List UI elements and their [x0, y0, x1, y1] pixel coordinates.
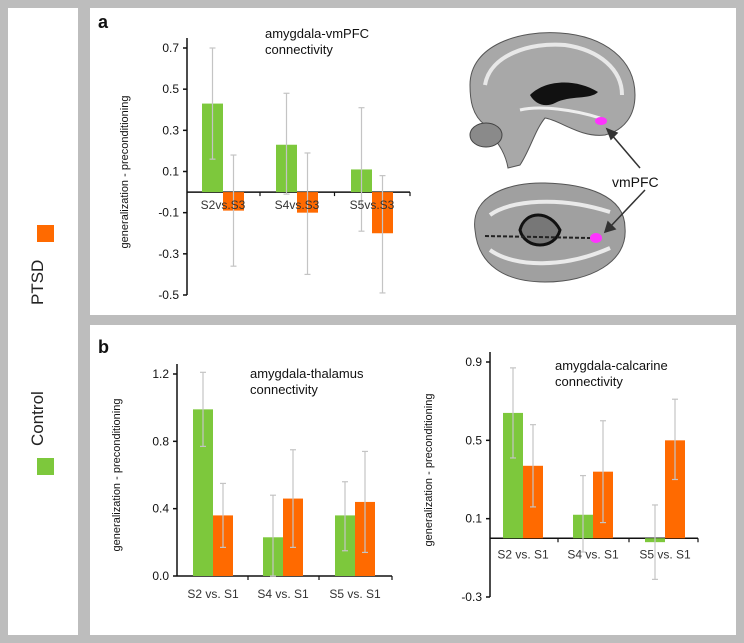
sagittal-brain-slice	[469, 32, 636, 169]
y-tick-label: 0.4	[152, 502, 169, 516]
y-tick-label: -0.5	[158, 288, 179, 302]
x-tick-label: S4vs.S3	[275, 198, 320, 212]
error-bar-ptsd-1	[530, 424, 536, 508]
error-bar-ptsd-2	[304, 152, 311, 276]
chart-title: connectivity	[265, 42, 333, 57]
chart-title: amygdala-calcarine	[555, 358, 668, 373]
bar-chart-1: 0.7 0.5 0.3 0.1 -0.1 -0.3 -0.5 S2vs.S3 S4vs.S3 S5…	[119, 26, 411, 302]
vmpfc-highlight-axial	[590, 233, 602, 243]
y-tick-label: 0.1	[162, 165, 179, 179]
x-tick-label: S5vs.S3	[350, 198, 395, 212]
x-tick-label: S5 vs. S1	[639, 547, 691, 561]
bar-control-1	[503, 412, 523, 539]
y-tick-label: 0.1	[465, 512, 482, 526]
x-tick-label: S2 vs. S1	[187, 587, 239, 601]
y-tick-label: -0.3	[461, 590, 482, 604]
vmpfc-label: vmPFC	[612, 174, 659, 190]
error-bar-control-1	[209, 47, 216, 160]
chart-title: amygdala-vmPFC	[265, 26, 369, 41]
y-tick-label: 1.2	[152, 367, 169, 381]
error-bar-control-1	[200, 371, 206, 447]
error-bar-control-3	[342, 481, 348, 552]
y-tick-label: 0.7	[162, 41, 179, 55]
bar-chart-2: 1.2 0.8 0.4 0.0 S2 vs. S1 S4 vs. S1 S5 vs. S1 a…	[111, 364, 393, 601]
error-bar-control-2	[580, 474, 586, 553]
y-tick-label: 0.5	[162, 82, 179, 96]
legend-column: PTSD Control	[8, 8, 78, 635]
error-bar-ptsd-3	[362, 450, 368, 554]
error-bar-control-2	[283, 92, 290, 195]
x-tick-label: S2vs.S3	[201, 198, 246, 212]
panel-label-a: a	[98, 12, 109, 32]
y-tick-label: 0.0	[152, 569, 169, 583]
chart-title: connectivity	[250, 382, 318, 397]
panel-label-b: b	[98, 337, 109, 357]
error-bar-control-3	[652, 504, 658, 580]
legend-swatch-ptsd	[37, 225, 54, 242]
error-bar-control-2	[270, 494, 276, 577]
bar-ptsd-3	[665, 440, 685, 539]
error-bar-ptsd-2	[290, 449, 296, 548]
chart-title: connectivity	[555, 374, 623, 389]
y-tick-label: 0.3	[162, 123, 179, 137]
error-bar-ptsd-2	[600, 420, 606, 524]
error-bar-ptsd-3	[672, 398, 678, 481]
error-bar-control-1	[510, 367, 516, 459]
y-tick-label: -0.3	[158, 247, 179, 261]
arrows	[603, 127, 646, 234]
error-bar-control-3	[358, 107, 365, 232]
y-axis-label: generalization - preconditioning	[119, 96, 131, 249]
x-tick-label: S5 vs. S1	[329, 587, 381, 601]
y-tick-label: -0.1	[158, 206, 179, 220]
vmpfc-highlight-sagittal	[595, 117, 607, 125]
bar-chart-3: 0.9 0.5 0.1 -0.3 S2 vs. S1 S4 vs. S1 S5 vs. S1…	[423, 352, 699, 604]
chart-title: amygdala-thalamus	[250, 366, 364, 381]
bar-control-1	[193, 409, 213, 576]
axial-brain-slice	[474, 182, 626, 283]
y-axis-label: generalization - preconditioning	[423, 394, 435, 547]
y-tick-label: 0.9	[465, 355, 482, 369]
panel-a: a	[90, 8, 736, 315]
y-tick-label: 0.8	[152, 434, 169, 448]
y-axis-label: generalization - preconditioning	[111, 399, 123, 552]
legend-swatch-control	[37, 458, 54, 475]
x-tick-label: S4 vs. S1	[257, 587, 309, 601]
y-tick-label: 0.5	[465, 433, 482, 447]
error-bar-ptsd-1	[230, 154, 237, 267]
x-tick-label: S4 vs. S1	[567, 547, 619, 561]
x-tick-label: S2 vs. S1	[497, 547, 549, 561]
error-bar-ptsd-1	[220, 482, 226, 548]
error-bar-ptsd-3	[379, 175, 386, 294]
